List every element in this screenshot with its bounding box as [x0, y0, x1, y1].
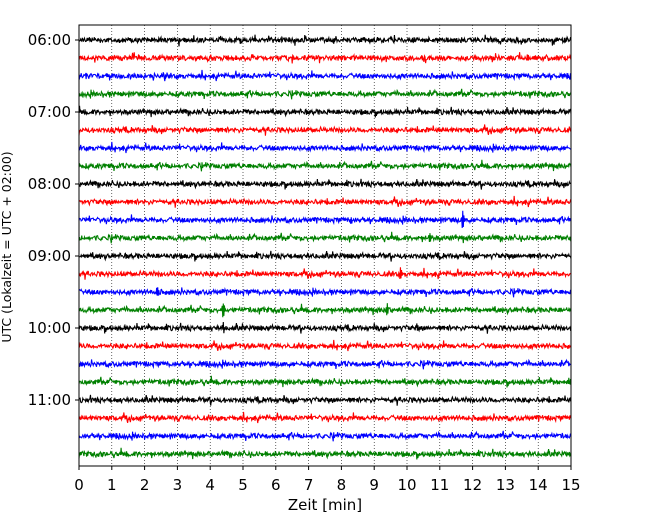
trace-0645	[78, 88, 572, 100]
trace-0745	[78, 159, 572, 172]
y-tick-label: 09:00	[28, 247, 71, 265]
y-tick-label: 06:00	[28, 31, 71, 49]
x-tick-label: 2	[140, 476, 150, 494]
x-tick-label: 3	[173, 476, 183, 494]
x-tick-label: 10	[397, 476, 416, 494]
x-axis: 0 1 2 3 4 5 6 7 8 9 10 11 12 13 14 15	[74, 466, 581, 494]
y-tick-label: 10:00	[28, 319, 71, 337]
x-tick-label: 12	[463, 476, 482, 494]
trace-0930	[78, 286, 572, 298]
trace-1030	[78, 358, 572, 370]
x-tick-label: 6	[271, 476, 281, 494]
trace-0715	[78, 124, 572, 136]
trace-1000	[78, 322, 572, 334]
x-tick-label: 15	[561, 476, 580, 494]
trace-1145	[78, 447, 572, 460]
trace-0730	[78, 141, 572, 154]
y-tick-label: 08:00	[28, 175, 71, 193]
trace-1100	[78, 394, 572, 406]
trace-0915	[78, 267, 572, 280]
y-tick-label: 11:00	[28, 391, 71, 409]
trace-0800	[78, 178, 572, 190]
x-tick-label: 8	[337, 476, 347, 494]
trace-0830	[78, 210, 572, 228]
traces	[78, 34, 572, 460]
trace-1015	[78, 339, 572, 352]
trace-0815	[78, 195, 572, 208]
x-tick-label: 4	[205, 476, 215, 494]
trace-0845	[78, 231, 572, 244]
x-tick-label: 11	[430, 476, 449, 494]
y-axis-label: UTC (Lokalzeit = UTC + 02:00)	[0, 151, 14, 342]
plot-area	[79, 25, 571, 466]
x-tick-label: 9	[369, 476, 379, 494]
trace-1130	[78, 430, 572, 442]
x-tick-label: 0	[74, 476, 84, 494]
trace-0600	[78, 34, 572, 47]
x-axis-label: Zeit [min]	[288, 496, 362, 514]
x-tick-label: 1	[107, 476, 117, 494]
x-tick-label: 13	[496, 476, 515, 494]
x-tick-label: 5	[238, 476, 248, 494]
trace-1115	[78, 411, 572, 424]
y-tick-label: 07:00	[28, 103, 71, 121]
y-axis: 06:00 07:00 08:00 09:00 10:00 11:00	[28, 31, 79, 409]
trace-0900	[78, 250, 572, 262]
plot-frame	[78, 24, 572, 467]
trace-0615	[78, 52, 572, 64]
x-tick-label: 14	[529, 476, 548, 494]
x-tick-label: 7	[304, 476, 314, 494]
trace-1045	[78, 375, 572, 388]
trace-0945	[78, 303, 572, 318]
trace-0630	[78, 69, 572, 82]
trace-0700	[78, 105, 572, 118]
